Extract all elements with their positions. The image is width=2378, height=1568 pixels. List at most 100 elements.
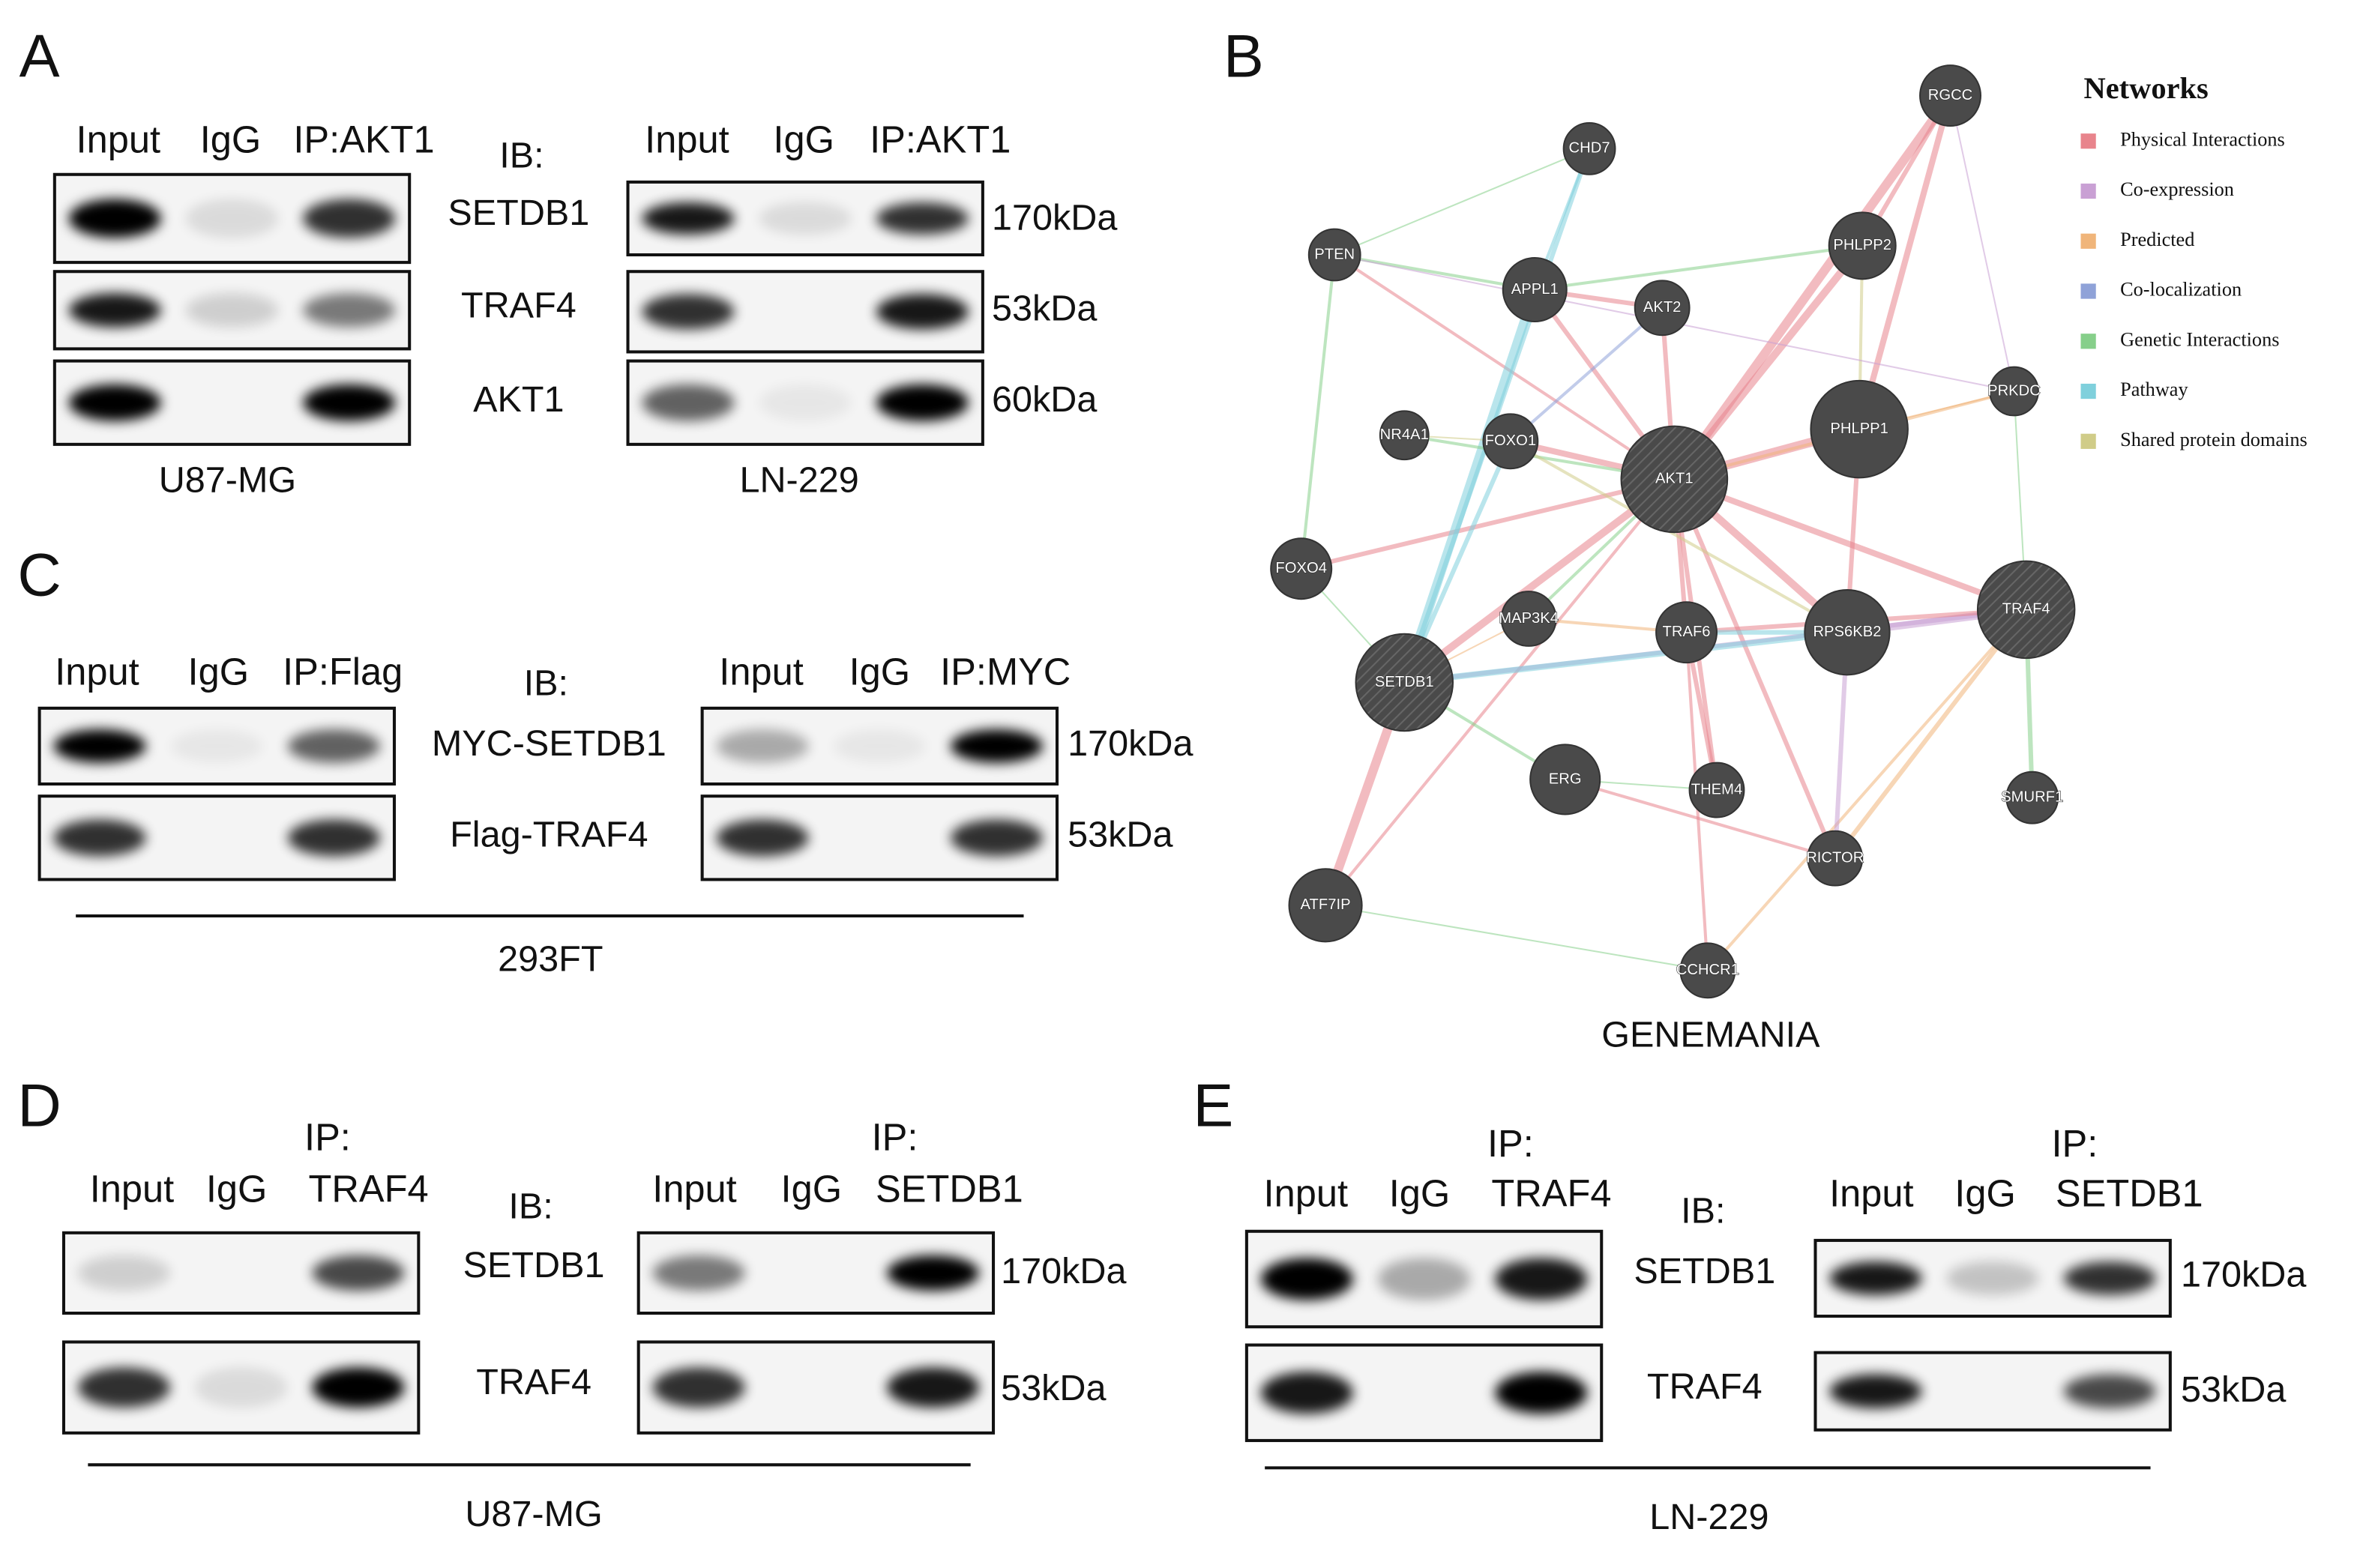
ib-label: IB: [499, 135, 544, 175]
size-label: 53kDa [1001, 1368, 1106, 1408]
blot-band [950, 729, 1044, 763]
lane-label: IP:MYC [940, 651, 1071, 693]
target-label: SETDB1 [448, 193, 589, 233]
ib-label: IB: [524, 663, 568, 703]
node-label: SETDB1 [1375, 674, 1434, 690]
size-label: 53kDa [1068, 815, 1173, 855]
network-node [1807, 830, 1864, 887]
blot-band [1495, 1258, 1588, 1300]
panel-label: D [17, 1072, 61, 1139]
network-edge [1325, 904, 1709, 971]
blot-band [185, 199, 279, 238]
network-node [1976, 560, 2076, 660]
network-node [1620, 425, 1729, 534]
lane-label: IgG [188, 651, 250, 693]
lane-label: IgG [200, 118, 262, 161]
node-label: FOXO1 [1485, 432, 1537, 449]
node-label: RGCC [1928, 87, 1973, 103]
blot-band [1260, 1258, 1353, 1300]
blot-band [287, 729, 381, 763]
lane-label: IgG [781, 1168, 843, 1210]
network-node [1379, 410, 1430, 461]
network-node [1502, 257, 1568, 323]
blot-band [759, 384, 852, 421]
cell-line: LN-229 [1649, 1497, 1769, 1537]
node-label: RICTOR [1806, 849, 1864, 866]
size-label: 170kDa [2181, 1254, 2306, 1294]
network-edge [1509, 440, 1848, 634]
network-edge [1833, 608, 2029, 860]
network-node [1634, 280, 1691, 337]
blot-band [1378, 1258, 1471, 1300]
blot-band [1495, 1372, 1588, 1414]
node-label: APPL1 [1511, 281, 1559, 298]
blot-band [759, 202, 852, 235]
network-node [2005, 771, 2059, 824]
network-edge [1949, 95, 2015, 392]
cell-line: 293FT [498, 939, 603, 980]
size-label: 170kDa [992, 197, 1117, 238]
blot-band [833, 729, 926, 763]
ib-label: IB: [508, 1186, 553, 1226]
network-node [1355, 633, 1454, 732]
lane-label: IgG [206, 1168, 268, 1210]
node-label: CHD7 [1569, 140, 1610, 157]
blot-band [642, 384, 735, 421]
network-node [1482, 413, 1539, 470]
network-edge [1706, 609, 2028, 972]
ip-label: IP: [304, 1116, 351, 1159]
target-label: TRAF4 [476, 1362, 592, 1402]
panel-label: E [1193, 1072, 1233, 1139]
network-node [1989, 366, 2039, 417]
blot-band [68, 199, 161, 238]
legend-swatch [2080, 183, 2096, 199]
network-edge [1565, 777, 1836, 860]
node-label: SMURF1 [2001, 789, 2063, 806]
network-node [1529, 744, 1601, 815]
network-node [1688, 762, 1745, 818]
legend-swatch [2080, 433, 2096, 449]
network-edge [1299, 254, 1337, 569]
blot-band [887, 1367, 980, 1408]
node-label: CCHCR1 [1676, 962, 1739, 978]
blot-band [1946, 1261, 2039, 1295]
network-edge [1334, 148, 1590, 256]
blot-band [68, 384, 161, 421]
blot-band [77, 1367, 170, 1408]
cell-line: U87-MG [465, 1494, 602, 1534]
blot-band [876, 294, 969, 330]
network-node [1804, 589, 1891, 676]
legend-label: Pathway [2120, 379, 2188, 400]
size-label: 53kDa [2181, 1369, 2286, 1410]
network-edge [1672, 478, 1837, 860]
target-label: TRAF4 [1647, 1366, 1763, 1407]
blot-band [642, 294, 735, 330]
node-label: PHLPP2 [1833, 237, 1891, 253]
network-node [1810, 379, 1909, 479]
blot-band [950, 819, 1044, 857]
legend-swatch [2080, 133, 2096, 149]
network-node [1679, 942, 1736, 999]
ip-label: IP: [2051, 1122, 2098, 1165]
lane-label: TRAF4 [1491, 1172, 1611, 1215]
node-label: PHLPP1 [1830, 420, 1888, 437]
lane-label: Input [55, 651, 139, 693]
blot-band [716, 819, 809, 857]
blot-band [303, 199, 396, 238]
node-label: PRKDC [1987, 382, 2041, 399]
blot-band [887, 1255, 980, 1291]
cell-line: LN-229 [739, 459, 858, 500]
blot-band [68, 293, 161, 328]
blot-band [170, 729, 263, 763]
legend-label: Predicted [2120, 229, 2194, 250]
lane-label: Input [90, 1168, 174, 1210]
network-node [1288, 868, 1363, 943]
lane-label: Input [76, 118, 160, 161]
blot-band [876, 384, 969, 421]
node-label: AKT2 [1643, 299, 1682, 316]
network-nodes: RGCC CHD7 PTEN APPL1 AKT2 PHLPP2 PRKDC NR4A1 FOX… [1270, 64, 2076, 999]
node-label: PTEN [1314, 246, 1355, 262]
node-label: MAP3K4 [1499, 610, 1559, 627]
size-label: 53kDa [992, 289, 1097, 329]
